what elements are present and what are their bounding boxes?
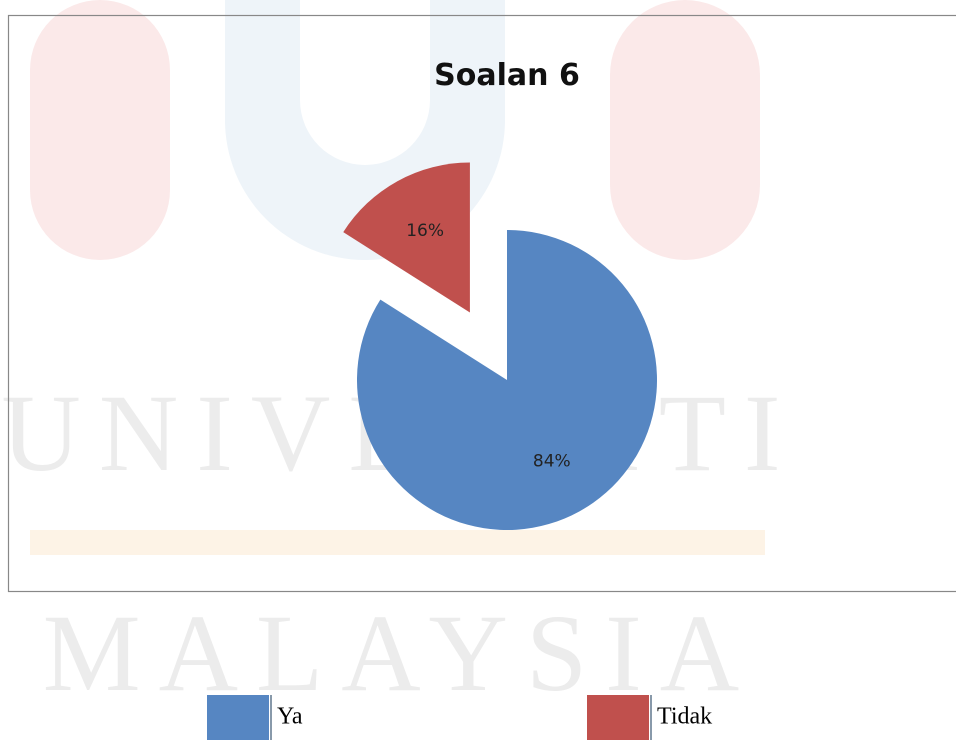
data-label: 16% bbox=[406, 221, 444, 241]
chart-title: Soalan 6 bbox=[434, 58, 580, 93]
chart-border bbox=[7, 14, 956, 593]
legend-swatch bbox=[587, 695, 649, 740]
legend-swatch bbox=[207, 695, 269, 740]
legend-label: Tidak bbox=[657, 704, 712, 730]
legend-label: Ya bbox=[277, 704, 303, 730]
data-label: 84% bbox=[533, 451, 571, 471]
watermark-text: MALAYSIA bbox=[43, 592, 757, 714]
pie-slice bbox=[343, 162, 470, 313]
pie-slice bbox=[357, 230, 658, 530]
